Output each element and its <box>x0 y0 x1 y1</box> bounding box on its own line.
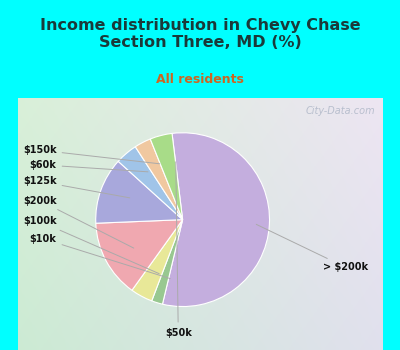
Text: $200k: $200k <box>23 196 134 248</box>
Text: Income distribution in Chevy Chase
Section Three, MD (%): Income distribution in Chevy Chase Secti… <box>40 18 360 50</box>
Wedge shape <box>96 161 183 223</box>
Text: $125k: $125k <box>23 176 130 198</box>
Wedge shape <box>135 139 183 220</box>
Text: $60k: $60k <box>30 160 148 172</box>
Wedge shape <box>162 133 270 307</box>
Text: City-Data.com: City-Data.com <box>306 106 375 116</box>
Text: $100k: $100k <box>23 216 159 274</box>
Text: All residents: All residents <box>156 73 244 86</box>
Wedge shape <box>118 147 183 220</box>
Text: > $200k: > $200k <box>256 224 368 272</box>
Text: $10k: $10k <box>30 234 170 279</box>
Wedge shape <box>150 133 183 220</box>
Text: $50k: $50k <box>165 162 192 338</box>
Wedge shape <box>132 220 183 301</box>
Text: $150k: $150k <box>23 145 160 164</box>
Wedge shape <box>152 220 183 304</box>
Wedge shape <box>96 220 183 290</box>
